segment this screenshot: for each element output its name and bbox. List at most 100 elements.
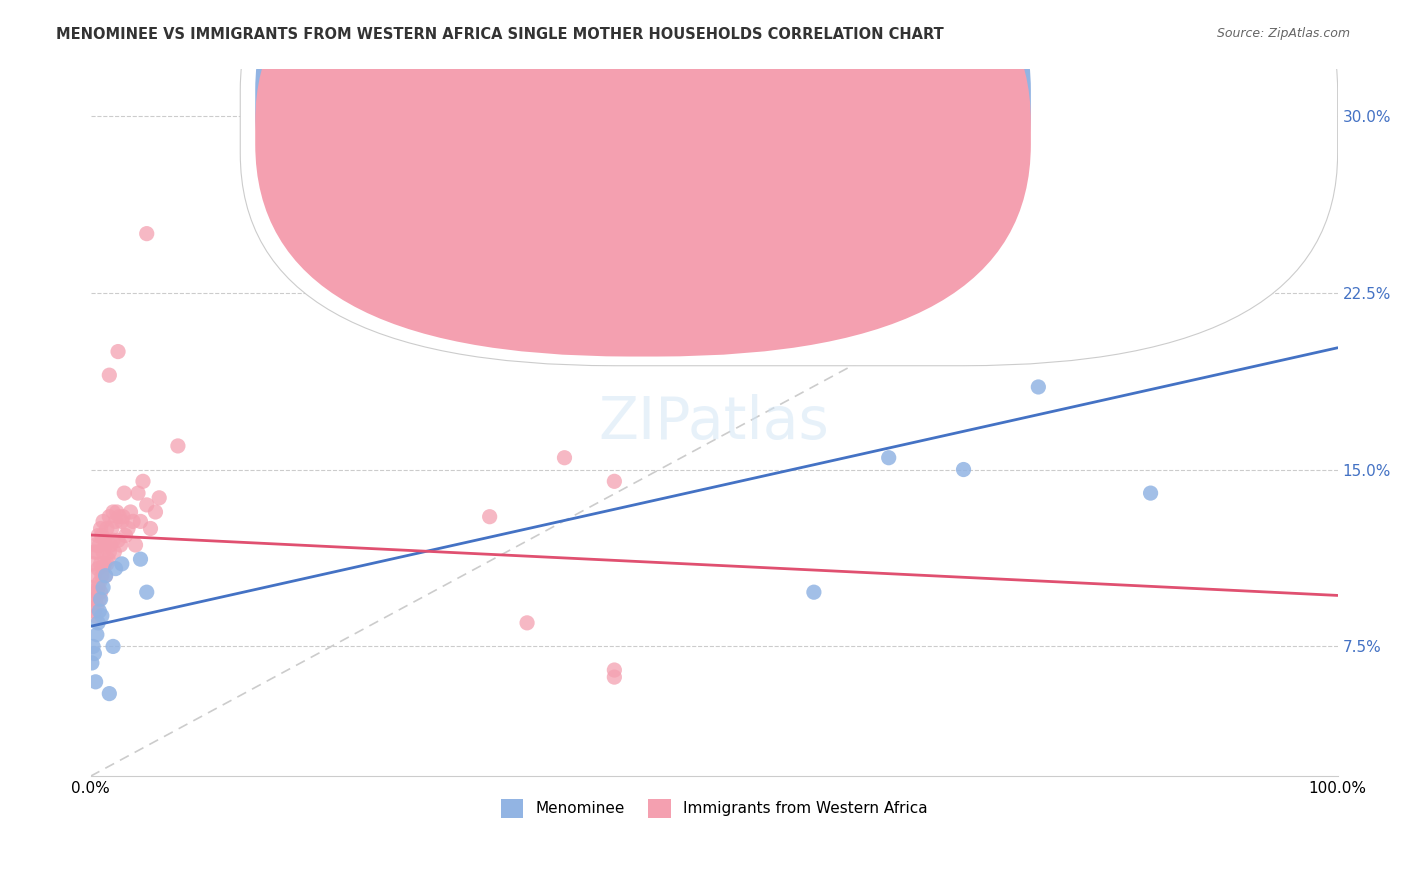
- Immigrants from Western Africa: [89, 538, 111, 552]
- Immigrants from Western Africa: [139, 521, 162, 535]
- Immigrants from Western Africa: [83, 604, 105, 618]
- Menominee: [129, 552, 152, 566]
- Immigrants from Western Africa: [135, 227, 157, 241]
- Legend: Menominee, Immigrants from Western Africa: Menominee, Immigrants from Western Afric…: [494, 791, 935, 825]
- Menominee: [89, 604, 111, 618]
- Immigrants from Western Africa: [104, 515, 127, 529]
- Immigrants from Western Africa: [135, 498, 157, 512]
- Menominee: [1226, 179, 1249, 194]
- Immigrants from Western Africa: [603, 475, 626, 489]
- Immigrants from Western Africa: [93, 557, 115, 571]
- Immigrants from Western Africa: [105, 505, 128, 519]
- Text: R = 0.325   N = 70: R = 0.325 N = 70: [664, 120, 808, 136]
- Immigrants from Western Africa: [90, 557, 112, 571]
- Immigrants from Western Africa: [132, 475, 155, 489]
- Immigrants from Western Africa: [145, 505, 167, 519]
- Immigrants from Western Africa: [98, 545, 121, 559]
- FancyBboxPatch shape: [256, 0, 1031, 357]
- Immigrants from Western Africa: [87, 581, 110, 595]
- Immigrants from Western Africa: [129, 515, 152, 529]
- Immigrants from Western Africa: [98, 368, 121, 383]
- Menominee: [104, 561, 127, 575]
- Immigrants from Western Africa: [89, 592, 111, 607]
- Immigrants from Western Africa: [86, 545, 108, 559]
- Menominee: [87, 615, 110, 630]
- Menominee: [111, 557, 134, 571]
- Menominee: [1139, 486, 1161, 500]
- Immigrants from Western Africa: [84, 592, 107, 607]
- Immigrants from Western Africa: [84, 608, 107, 623]
- Menominee: [803, 585, 825, 599]
- Immigrants from Western Africa: [91, 561, 114, 575]
- Immigrants from Western Africa: [603, 670, 626, 684]
- Menominee: [83, 647, 105, 661]
- Immigrants from Western Africa: [90, 585, 112, 599]
- Menominee: [101, 640, 124, 654]
- Immigrants from Western Africa: [112, 486, 135, 500]
- Immigrants from Western Africa: [100, 538, 122, 552]
- Immigrants from Western Africa: [112, 509, 135, 524]
- Immigrants from Western Africa: [107, 344, 129, 359]
- Immigrants from Western Africa: [124, 538, 146, 552]
- Immigrants from Western Africa: [83, 568, 105, 582]
- Text: Source: ZipAtlas.com: Source: ZipAtlas.com: [1216, 27, 1350, 40]
- Immigrants from Western Africa: [87, 528, 110, 542]
- Menominee: [86, 627, 108, 641]
- Immigrants from Western Africa: [86, 585, 108, 599]
- Immigrants from Western Africa: [98, 509, 121, 524]
- Immigrants from Western Africa: [89, 575, 111, 590]
- Immigrants from Western Africa: [167, 439, 190, 453]
- Immigrants from Western Africa: [107, 533, 129, 548]
- Immigrants from Western Africa: [84, 538, 107, 552]
- Immigrants from Western Africa: [96, 557, 118, 571]
- Menominee: [952, 462, 974, 476]
- Immigrants from Western Africa: [90, 568, 112, 582]
- Text: ZIPatlas: ZIPatlas: [599, 394, 830, 450]
- Immigrants from Western Africa: [86, 599, 108, 614]
- Immigrants from Western Africa: [101, 521, 124, 535]
- Immigrants from Western Africa: [122, 515, 145, 529]
- Immigrants from Western Africa: [94, 538, 117, 552]
- Menominee: [90, 592, 112, 607]
- Immigrants from Western Africa: [603, 663, 626, 677]
- Immigrants from Western Africa: [516, 615, 538, 630]
- Immigrants from Western Africa: [80, 581, 103, 595]
- Menominee: [91, 581, 114, 595]
- Menominee: [98, 687, 121, 701]
- FancyBboxPatch shape: [256, 0, 1031, 325]
- Immigrants from Western Africa: [108, 509, 131, 524]
- Immigrants from Western Africa: [91, 545, 114, 559]
- Immigrants from Western Africa: [87, 561, 110, 575]
- Immigrants from Western Africa: [93, 533, 115, 548]
- FancyBboxPatch shape: [240, 0, 1337, 366]
- Immigrants from Western Africa: [83, 545, 105, 559]
- Immigrants from Western Africa: [127, 486, 149, 500]
- Immigrants from Western Africa: [101, 533, 124, 548]
- Immigrants from Western Africa: [82, 557, 104, 571]
- Immigrants from Western Africa: [82, 592, 104, 607]
- Immigrants from Western Africa: [478, 509, 501, 524]
- Immigrants from Western Africa: [114, 528, 136, 542]
- Immigrants from Western Africa: [110, 538, 132, 552]
- Text: MENOMINEE VS IMMIGRANTS FROM WESTERN AFRICA SINGLE MOTHER HOUSEHOLDS CORRELATION: MENOMINEE VS IMMIGRANTS FROM WESTERN AFR…: [56, 27, 943, 42]
- Menominee: [90, 608, 112, 623]
- Text: R = 0.670   N = 23: R = 0.670 N = 23: [664, 88, 808, 103]
- Menominee: [82, 640, 104, 654]
- Menominee: [1028, 380, 1050, 394]
- Menominee: [877, 450, 900, 465]
- Immigrants from Western Africa: [117, 521, 139, 535]
- Immigrants from Western Africa: [90, 528, 112, 542]
- Immigrants from Western Africa: [97, 552, 120, 566]
- Immigrants from Western Africa: [90, 521, 112, 535]
- Immigrants from Western Africa: [96, 521, 118, 535]
- Menominee: [80, 656, 103, 670]
- Immigrants from Western Africa: [91, 515, 114, 529]
- Immigrants from Western Africa: [111, 515, 134, 529]
- Immigrants from Western Africa: [101, 505, 124, 519]
- Menominee: [84, 674, 107, 689]
- Immigrants from Western Africa: [103, 545, 125, 559]
- Menominee: [94, 568, 117, 582]
- Immigrants from Western Africa: [120, 505, 142, 519]
- Menominee: [135, 585, 157, 599]
- Immigrants from Western Africa: [148, 491, 170, 505]
